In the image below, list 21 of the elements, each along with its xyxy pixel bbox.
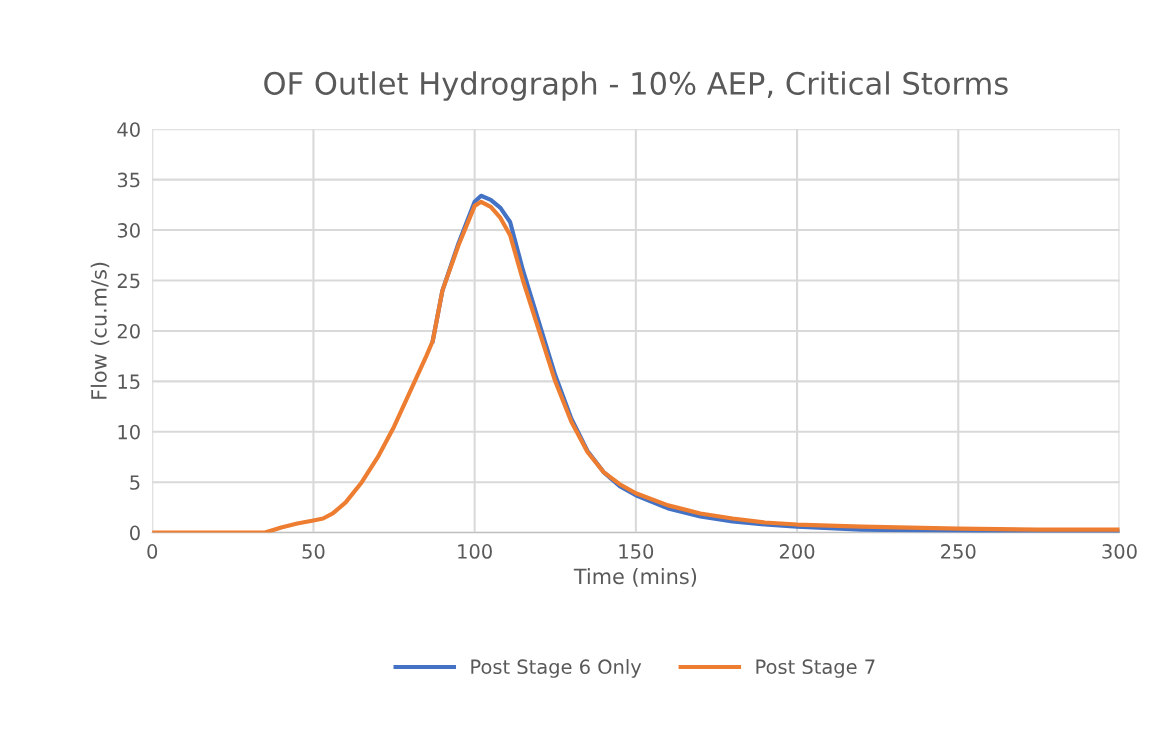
legend-label: Post Stage 7 bbox=[756, 659, 875, 678]
y-tick-label: 15 bbox=[118, 374, 140, 390]
y-tick-label: 0 bbox=[130, 525, 140, 541]
y-tick-label: 10 bbox=[118, 424, 140, 440]
x-tick-label: 300 bbox=[1102, 544, 1137, 559]
x-tick-label: 50 bbox=[302, 544, 325, 559]
y-axis-title: Flow (cu.m/s) bbox=[90, 262, 110, 399]
x-tick-label: 150 bbox=[619, 544, 654, 559]
y-tick-label: 25 bbox=[117, 273, 140, 289]
x-axis-title: Time (mins) bbox=[573, 568, 697, 587]
y-tick-label: 40 bbox=[117, 122, 140, 137]
y-tick-label: 30 bbox=[117, 223, 140, 238]
legend-label: Post Stage 6 Only bbox=[471, 659, 642, 678]
x-tick-label: 100 bbox=[458, 544, 492, 559]
x-tick-label: 200 bbox=[779, 544, 815, 559]
y-tick-label: 20 bbox=[117, 323, 140, 339]
x-tick-label: 250 bbox=[941, 544, 976, 559]
chart-title: OF Outlet Hydrograph - 10% AEP, Critical Storms bbox=[264, 71, 1008, 101]
x-tick-label: 0 bbox=[147, 544, 158, 559]
y-tick-label: 5 bbox=[130, 475, 140, 490]
y-tick-label: 35 bbox=[117, 172, 140, 188]
